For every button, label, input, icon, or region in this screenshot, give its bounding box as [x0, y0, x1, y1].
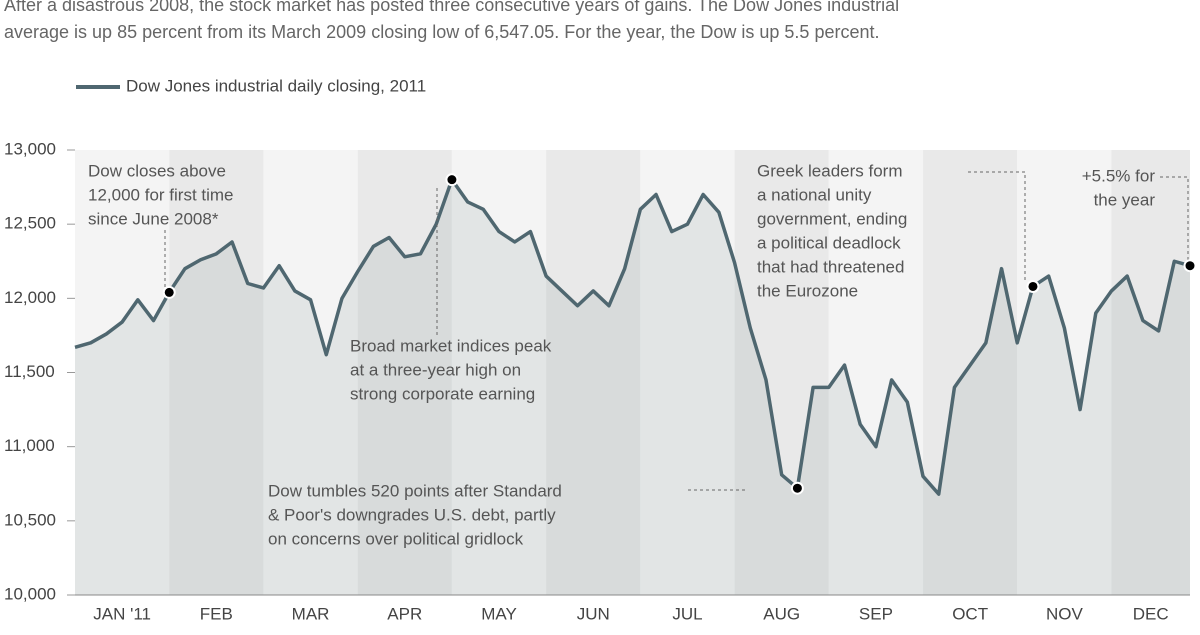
x-tick-label: JUN — [577, 604, 610, 623]
annotation: strong corporate earning — [350, 384, 535, 403]
x-tick-label: AUG — [763, 604, 800, 623]
marker — [162, 285, 176, 299]
y-tick-label: 13,000 — [4, 139, 56, 158]
annotation: at a three-year high on — [350, 360, 521, 379]
x-tick-label: OCT — [952, 604, 988, 623]
line — [74, 177, 1191, 496]
month-band — [263, 150, 358, 595]
marker — [1026, 279, 1040, 293]
y-tick-label: 11,500 — [4, 362, 55, 381]
x-tick-label: DEC — [1133, 604, 1169, 623]
x-tick-label: JUL — [672, 604, 702, 623]
x-tick-label: FEB — [200, 604, 233, 623]
x-tick-label: NOV — [1046, 604, 1084, 623]
month-band — [734, 150, 829, 595]
annotation: the year — [1094, 190, 1156, 209]
annotation: Greek leaders form — [757, 161, 903, 180]
annotation: 12,000 for first time — [88, 185, 234, 204]
month-band — [828, 150, 924, 595]
annotation: +5.5% for — [1082, 166, 1156, 185]
subtitle: After a disastrous 2008, the stock marke… — [4, 0, 899, 15]
x-tick-label: APR — [387, 604, 422, 623]
month-band — [546, 150, 641, 595]
annotation: since June 2008* — [88, 209, 219, 228]
annotation: a political deadlock — [757, 233, 901, 252]
y-tick-label: 10,000 — [4, 584, 56, 603]
area — [75, 179, 1190, 595]
annotation: Dow closes above — [88, 161, 226, 180]
annotation: the Eurozone — [757, 281, 858, 300]
month-band — [1017, 150, 1112, 595]
marker — [445, 173, 459, 187]
month-band — [923, 150, 1018, 595]
x-tick-label: MAY — [481, 604, 517, 623]
y-tick-label: 12,000 — [4, 288, 56, 307]
y-tick-label: 11,000 — [4, 436, 55, 455]
annotation: a national unity — [757, 185, 872, 204]
annotation: & Poor's downgrades U.S. debt, partly — [268, 505, 556, 524]
legend-label: Dow Jones industrial daily closing, 2011 — [126, 76, 426, 95]
x-tick-label: JAN '11 — [93, 604, 151, 623]
annotation: that had threatened — [757, 257, 904, 276]
y-tick-label: 10,500 — [4, 510, 56, 529]
marker — [790, 481, 804, 495]
annotation: government, ending — [757, 209, 907, 228]
marker — [1183, 259, 1197, 273]
annotation: Broad market indices peak — [350, 336, 552, 355]
subtitle: average is up 85 percent from its March … — [4, 22, 879, 42]
month-band — [451, 150, 547, 595]
month-band — [75, 150, 170, 595]
y-tick-label: 12,500 — [4, 214, 56, 233]
annotation: on concerns over political gridlock — [268, 529, 524, 548]
x-tick-label: SEP — [859, 604, 893, 623]
month-band — [169, 150, 264, 595]
leader-line — [968, 171, 1026, 282]
month-band — [1111, 150, 1190, 595]
annotation: Dow tumbles 520 points after Standard — [268, 481, 562, 500]
x-tick-label: MAR — [292, 604, 330, 623]
